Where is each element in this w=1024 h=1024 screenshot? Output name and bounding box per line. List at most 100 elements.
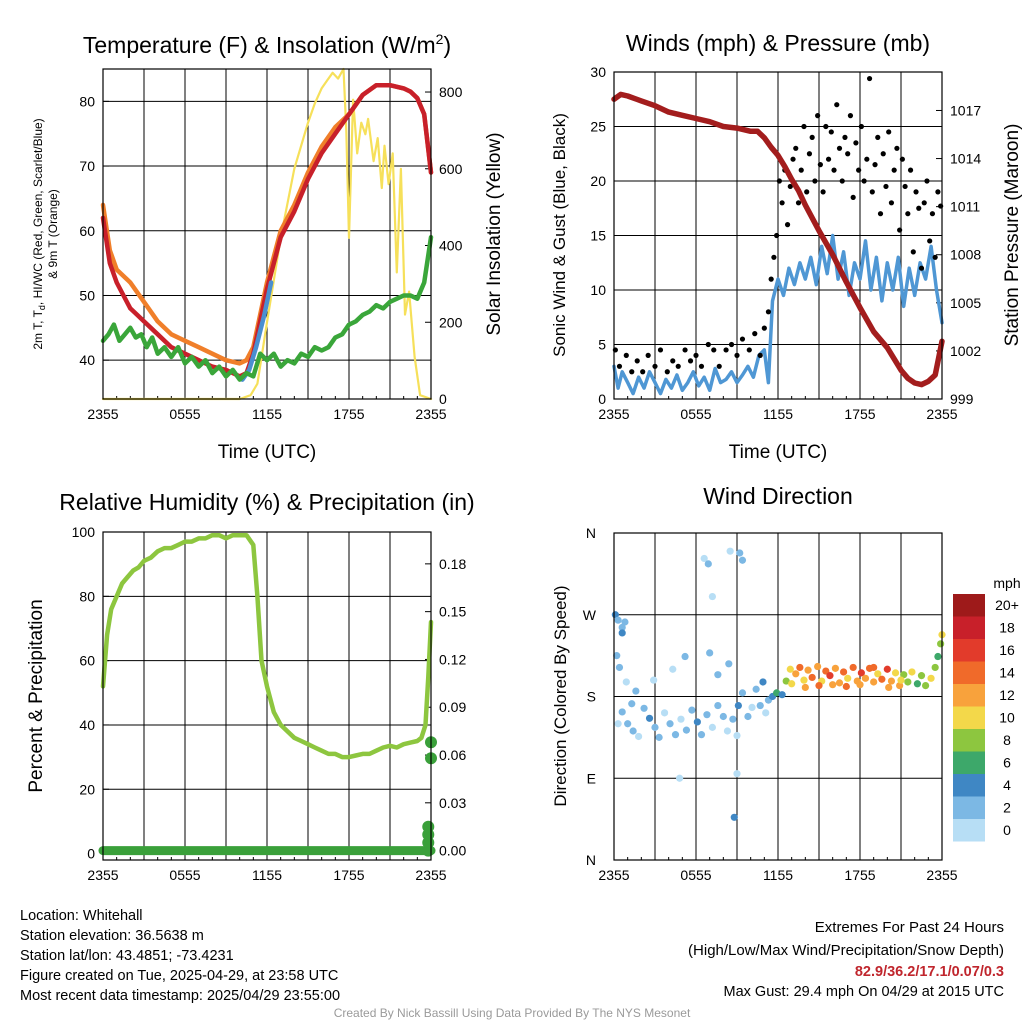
gust-point bbox=[869, 189, 875, 195]
direction-point bbox=[856, 681, 864, 689]
direction-point bbox=[759, 678, 767, 686]
legend-label: 0 bbox=[1003, 822, 1011, 838]
y2-tick-label: 0.03 bbox=[439, 795, 466, 811]
direction-point bbox=[700, 554, 708, 563]
direction-point bbox=[800, 676, 808, 684]
plot-frame bbox=[613, 532, 943, 861]
legend-swatch bbox=[953, 729, 985, 752]
gust-point bbox=[825, 156, 832, 162]
direction-point bbox=[782, 677, 790, 685]
station-location: Location: Whitehall bbox=[20, 908, 143, 924]
temp-ylabel-a: 2m T, T bbox=[31, 309, 45, 349]
legend-swatch bbox=[953, 774, 985, 797]
wind-ylabel: Sonic Wind & Gust (Blue, Black) bbox=[550, 113, 569, 357]
series-yellow bbox=[101, 67, 433, 401]
direction-point bbox=[922, 682, 930, 690]
direction-point bbox=[733, 731, 741, 740]
y-tick-label: 70 bbox=[79, 158, 95, 174]
gust-point bbox=[779, 200, 785, 206]
gust-point bbox=[682, 347, 688, 353]
temp-ylabel-2: & 9m T (Orange) bbox=[46, 189, 60, 279]
gust-point bbox=[784, 222, 791, 228]
gust-point bbox=[640, 369, 646, 375]
direction-point bbox=[628, 700, 636, 708]
y2-tick-label: 0.00 bbox=[439, 843, 466, 859]
y-tick-label: 50 bbox=[79, 287, 95, 303]
direction-point bbox=[655, 733, 663, 741]
gust-point bbox=[902, 183, 908, 190]
temp-title-main: Temperature (F) & Insolation (W/m bbox=[83, 32, 436, 58]
direction-point bbox=[738, 689, 747, 697]
temp-title-end: ) bbox=[443, 32, 451, 58]
gust-point bbox=[853, 140, 859, 146]
direction-point bbox=[666, 720, 674, 728]
rh-title: Relative Humidity (%) & Precipitation (i… bbox=[59, 489, 474, 515]
direction-point bbox=[688, 706, 696, 714]
gust-point bbox=[839, 178, 845, 184]
direction-point bbox=[645, 714, 654, 722]
y2-tick-label: 0 bbox=[439, 391, 447, 407]
direction-point bbox=[849, 663, 857, 672]
y-tick-label: 30 bbox=[590, 64, 606, 80]
y-tick-label: 60 bbox=[79, 653, 95, 669]
direction-point bbox=[762, 709, 770, 717]
gust-point bbox=[888, 200, 895, 206]
direction-point bbox=[788, 680, 796, 688]
direction-point bbox=[693, 718, 701, 726]
legend-label: 8 bbox=[1003, 732, 1011, 748]
direction-point bbox=[703, 711, 711, 719]
x-tick-label: 1155 bbox=[763, 406, 793, 422]
gust-point bbox=[856, 167, 862, 173]
gust-point bbox=[774, 232, 780, 239]
direction-point bbox=[719, 712, 727, 721]
legend-label: 12 bbox=[999, 687, 1015, 703]
x-tick-label: 2355 bbox=[598, 406, 629, 422]
y2-tick-label: 1011 bbox=[950, 199, 980, 215]
direction-point bbox=[614, 616, 622, 624]
gust-point bbox=[771, 254, 777, 260]
station-info: Location: Whitehall Station elevation: 3… bbox=[20, 906, 340, 1006]
gust-point bbox=[657, 347, 664, 353]
gust-point bbox=[836, 145, 843, 151]
y-tick-label: 20 bbox=[79, 781, 95, 797]
x-tick-label: 2355 bbox=[87, 406, 118, 422]
station-latlon: Station lat/lon: 43.4851; -73.4231 bbox=[20, 948, 234, 964]
gust-point bbox=[907, 167, 914, 173]
gust-point bbox=[746, 347, 752, 353]
direction-point bbox=[708, 592, 717, 601]
direction-point bbox=[614, 720, 622, 728]
max-gust: Max Gust: 29.4 mph On 04/29 at 2015 UTC bbox=[723, 984, 1004, 1000]
gust-point bbox=[645, 352, 651, 358]
legend-swatch bbox=[953, 639, 985, 662]
direction-point bbox=[618, 623, 626, 632]
credit-line: Created By Nick Bassill Using Data Provi… bbox=[333, 1006, 691, 1020]
direction-point bbox=[624, 720, 632, 728]
y-tick-label: 25 bbox=[590, 119, 606, 135]
legend-label: 2 bbox=[1003, 800, 1011, 816]
gust-point bbox=[935, 189, 941, 195]
gust-point bbox=[687, 358, 694, 364]
gust-point bbox=[891, 167, 897, 173]
direction-point bbox=[896, 682, 904, 690]
y2-tick-label: 0.09 bbox=[439, 699, 466, 715]
y2-tick-label: 0.12 bbox=[439, 651, 466, 667]
gust-point bbox=[765, 309, 772, 315]
direction-point bbox=[748, 703, 756, 712]
direction-point bbox=[682, 726, 691, 734]
gust-point bbox=[809, 134, 815, 140]
x-tick-label: 1755 bbox=[333, 867, 364, 883]
legend-label: 10 bbox=[999, 710, 1015, 726]
y-tick-label: 40 bbox=[79, 352, 95, 368]
y2-tick-label: 400 bbox=[439, 238, 463, 254]
gust-point bbox=[845, 151, 851, 157]
y2-tick-label: 1017 bbox=[950, 102, 981, 118]
gust-point bbox=[806, 151, 813, 157]
y-tick-label: 0 bbox=[87, 846, 95, 862]
direction-point bbox=[857, 669, 865, 677]
direction-point bbox=[842, 682, 850, 691]
extremes-title: Extremes For Past 24 Hours bbox=[814, 919, 1004, 936]
extremes-subtitle: (High/Low/Max Wind/Precipitation/Snow De… bbox=[688, 942, 1004, 959]
x-tick-label: 2355 bbox=[598, 867, 629, 883]
direction-point bbox=[756, 701, 764, 710]
